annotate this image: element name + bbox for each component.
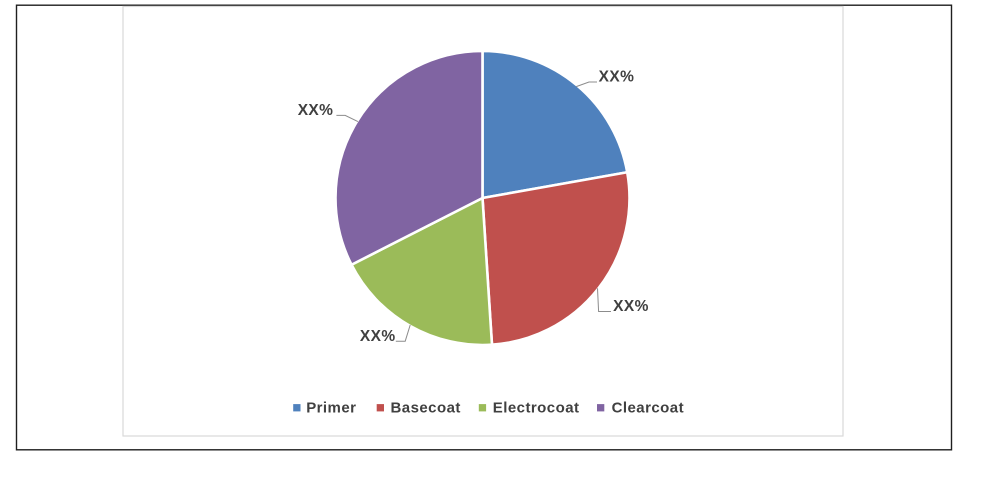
svg-text:XX%: XX% <box>613 298 649 315</box>
svg-text:XX%: XX% <box>599 69 635 86</box>
svg-text:Basecoat: Basecoat <box>391 400 461 417</box>
svg-text:Electrocoat: Electrocoat <box>493 400 580 417</box>
svg-text:Clearcoat: Clearcoat <box>612 400 684 417</box>
svg-text:XX%: XX% <box>298 102 334 119</box>
svg-text:Primer: Primer <box>306 400 356 417</box>
svg-text:XX%: XX% <box>360 328 396 345</box>
